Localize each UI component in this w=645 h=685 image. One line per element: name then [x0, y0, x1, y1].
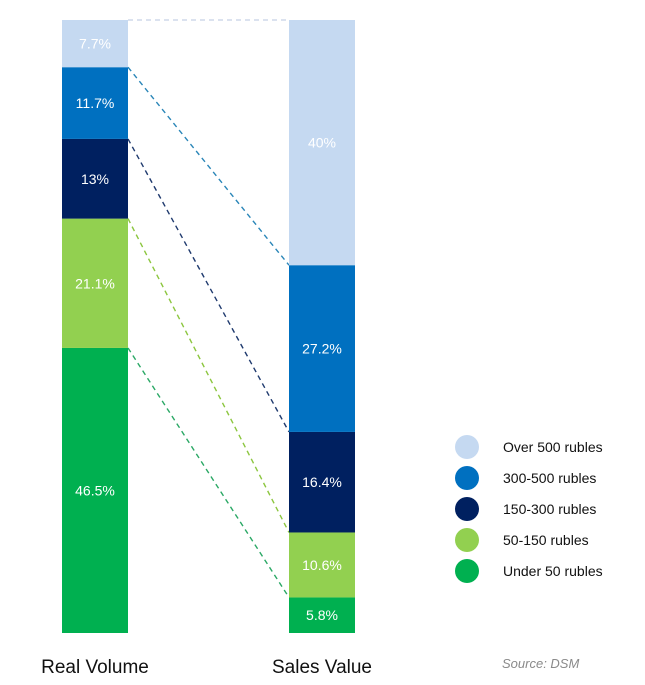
data-label-real-volume-150-300-rubles: 13% [81, 171, 109, 187]
data-label-sales-value-over-500-rubles: 40% [308, 135, 336, 151]
legend-label-300-500-rubles: 300-500 rubles [503, 470, 596, 486]
bar-segment-sales-value-150-300-rubles [289, 431, 355, 533]
category-labels: Real Volume Sales Value [41, 657, 372, 678]
legend-label-150-300-rubles: 150-300 rubles [503, 501, 596, 517]
data-label-sales-value-300-500-rubles: 27.2% [302, 341, 342, 357]
category-label-sales-value: Sales Value [272, 657, 372, 678]
bar-segment-real-volume-300-500-rubles [62, 67, 128, 139]
data-label-real-volume-under-50-rubles: 46.5% [75, 482, 115, 498]
legend: Over 500 rubles 300-500 rubles 150-300 rub… [455, 435, 603, 583]
legend-label-under-50-rubles: Under 50 rubles [503, 563, 603, 579]
data-label-sales-value-150-300-rubles: 16.4% [302, 474, 342, 490]
data-label-real-volume-over-500-rubles: 7.7% [79, 36, 111, 52]
category-label-real-volume: Real Volume [41, 657, 149, 678]
legend-label-over-500-rubles: Over 500 rubles [503, 439, 603, 455]
connector-line-150-300-rubles [127, 138, 290, 433]
bar-segment-real-volume-150-300-rubles [62, 138, 128, 219]
connector-line-50-150-rubles [127, 218, 290, 533]
data-label-real-volume-50-150-rubles: 21.1% [75, 275, 115, 291]
bar-segment-real-volume-over-500-rubles [62, 20, 128, 68]
legend-marker-50-150-rubles [455, 528, 479, 552]
bar-segment-real-volume-50-150-rubles [62, 218, 128, 348]
bar-segment-sales-value-50-150-rubles [289, 532, 355, 598]
segment-labels: 46.5% 21.1% 13% 11.7% 7.7% 5.8% 10.6% 16.4% 27.2… [75, 36, 342, 624]
bar-segment-sales-value-over-500-rubles [289, 20, 355, 266]
legend-marker-300-500-rubles [455, 466, 479, 490]
legend-label-50-150-rubles: 50-150 rubles [503, 532, 589, 548]
connector-line-under-50-rubles [127, 347, 290, 598]
data-label-sales-value-under-50-rubles: 5.8% [306, 607, 338, 623]
data-label-sales-value-50-150-rubles: 10.6% [302, 557, 342, 573]
source-note: Source: DSM [502, 656, 579, 671]
bar-segment-sales-value-300-500-rubles [289, 265, 355, 432]
legend-marker-under-50-rubles [455, 559, 479, 583]
bar-segment-real-volume-under-50-rubles [62, 347, 128, 633]
data-label-real-volume-300-500-rubles: 11.7% [76, 95, 115, 111]
bars-group [62, 20, 355, 633]
connector-lines [127, 19, 290, 598]
legend-marker-over-500-rubles [455, 435, 479, 459]
bar-segment-sales-value-under-50-rubles [289, 597, 355, 633]
connector-line-300-500-rubles [127, 66, 290, 266]
legend-marker-150-300-rubles [455, 497, 479, 521]
